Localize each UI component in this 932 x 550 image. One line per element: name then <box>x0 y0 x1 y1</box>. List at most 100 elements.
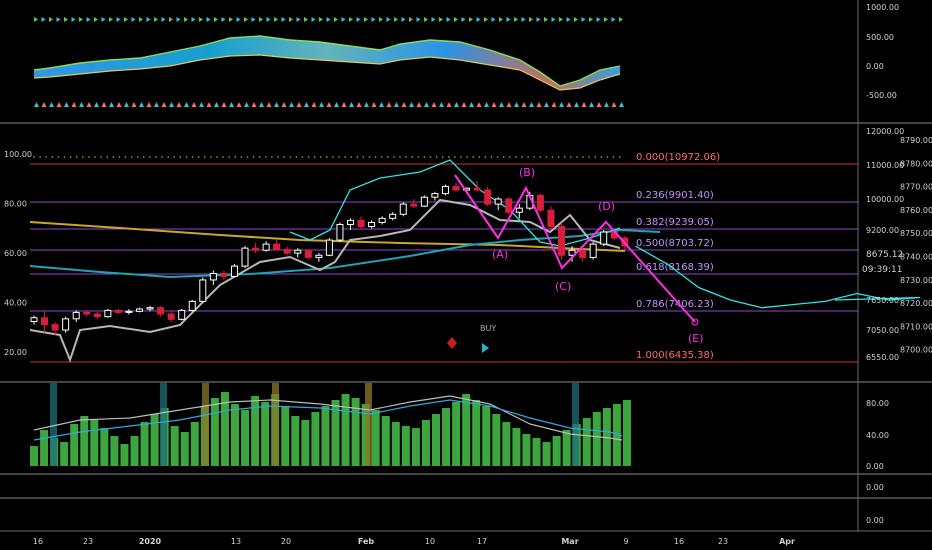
candle-body <box>304 249 312 258</box>
signal-marker-icon <box>611 17 616 22</box>
gray-ma-line <box>29 198 621 363</box>
signal-marker-icon <box>551 102 557 107</box>
signal-dot <box>594 156 596 158</box>
signal-dot <box>582 156 584 158</box>
signal-marker-icon <box>191 17 196 22</box>
signal-dot <box>411 156 414 158</box>
pane-frame <box>0 0 932 532</box>
candle-body <box>536 194 544 211</box>
signal-marker-icon <box>484 17 488 22</box>
candle-body <box>399 203 407 215</box>
volume-bar <box>110 436 119 466</box>
signal-dot <box>246 156 249 158</box>
signal-marker-icon <box>191 102 197 107</box>
candle-body <box>178 309 186 320</box>
signal-marker-icon <box>514 17 518 22</box>
far-right-tick: 8700.00 <box>900 346 932 355</box>
signal-marker-icon <box>356 102 362 107</box>
signal-marker-icon <box>334 102 339 107</box>
signal-marker-icon <box>259 102 264 107</box>
signal-marker-icon <box>169 17 173 22</box>
signal-marker-icon <box>34 17 38 22</box>
volume-bar <box>120 444 129 466</box>
signal-marker-icon <box>364 17 368 22</box>
signal-marker-icon <box>424 102 429 107</box>
signal-marker-icon <box>379 17 383 22</box>
signal-marker-icon <box>229 102 234 107</box>
volume-bar <box>321 406 330 466</box>
signal-dot <box>33 156 35 158</box>
wave-end-marker <box>691 318 699 326</box>
candle-body <box>410 203 418 207</box>
x-axis-label: 9 <box>623 537 628 546</box>
signal-dot <box>179 156 182 158</box>
signal-dot <box>460 156 462 158</box>
signal-marker-icon <box>371 102 377 107</box>
signal-marker-icon <box>341 102 347 107</box>
volume-axis-tick: 80.00 <box>866 399 889 408</box>
signal-dot <box>362 156 365 158</box>
signal-dot <box>112 156 115 158</box>
signal-marker-icon <box>559 17 563 22</box>
signal-dot <box>441 156 444 158</box>
right-axis-tick: 6550.00 <box>866 353 899 362</box>
candle-body <box>209 272 217 281</box>
signal-marker-icon <box>146 102 152 107</box>
signal-marker-icon <box>266 102 272 107</box>
candle-body <box>600 231 608 245</box>
signal-dot <box>570 156 572 158</box>
signal-dot <box>466 156 468 158</box>
signal-dot <box>332 156 334 158</box>
right-axis-tick: 9200.00 <box>866 226 899 235</box>
signal-dot <box>185 156 188 158</box>
signal-dot <box>502 156 505 158</box>
signal-dot <box>277 156 279 158</box>
signal-marker-icon <box>446 102 452 107</box>
volume-bar <box>150 414 159 466</box>
signal-marker-icon <box>229 17 233 22</box>
signal-marker-icon <box>349 102 354 107</box>
top-axis-tick: 500.00 <box>866 33 894 42</box>
right-axis-tick: 7650.00 <box>866 296 899 305</box>
volume-bar <box>492 414 501 466</box>
signal-marker-icon <box>476 102 482 107</box>
signal-marker-icon <box>454 17 458 22</box>
signal-marker-icon <box>596 17 601 22</box>
price-pane: 0.000(10972.06) 0.236(9901.40) 0.382(9239.… <box>29 152 921 363</box>
volume-bar <box>442 408 451 466</box>
x-axis-label: 10 <box>425 537 435 546</box>
signal-marker-icon <box>566 102 572 107</box>
fib-label: 0.618(8168.39) <box>636 262 714 273</box>
volume-bar <box>291 416 300 466</box>
signal-marker-icon <box>259 17 263 22</box>
signal-marker-icon <box>116 17 121 22</box>
signal-dot <box>600 156 603 158</box>
candle-body <box>325 239 333 256</box>
volume-bar <box>130 436 139 466</box>
candle-body <box>262 243 270 251</box>
signal-dot <box>527 156 529 158</box>
x-axis-label: 16 <box>33 537 43 546</box>
signal-marker-icon <box>544 17 548 22</box>
candle-body <box>83 311 91 315</box>
signal-dot <box>496 156 499 158</box>
signal-dot <box>301 156 304 158</box>
volume-pane <box>30 383 631 466</box>
signal-dot <box>295 156 298 158</box>
signal-dot <box>478 156 481 158</box>
candle-body <box>230 265 238 277</box>
right-axis-tick: 12000.00 <box>866 127 904 136</box>
candle-body <box>452 185 460 191</box>
signal-marker-icon <box>94 102 99 107</box>
far-right-tick: 8770.00 <box>900 183 932 192</box>
signal-dot <box>252 156 255 158</box>
signal-marker-icon <box>356 17 361 22</box>
signal-marker-icon <box>116 102 122 107</box>
signal-dot <box>143 156 145 158</box>
signal-dot <box>423 156 426 158</box>
highlight-band <box>50 383 57 466</box>
oscillator-pane <box>33 17 624 107</box>
highlight-band <box>160 383 167 466</box>
